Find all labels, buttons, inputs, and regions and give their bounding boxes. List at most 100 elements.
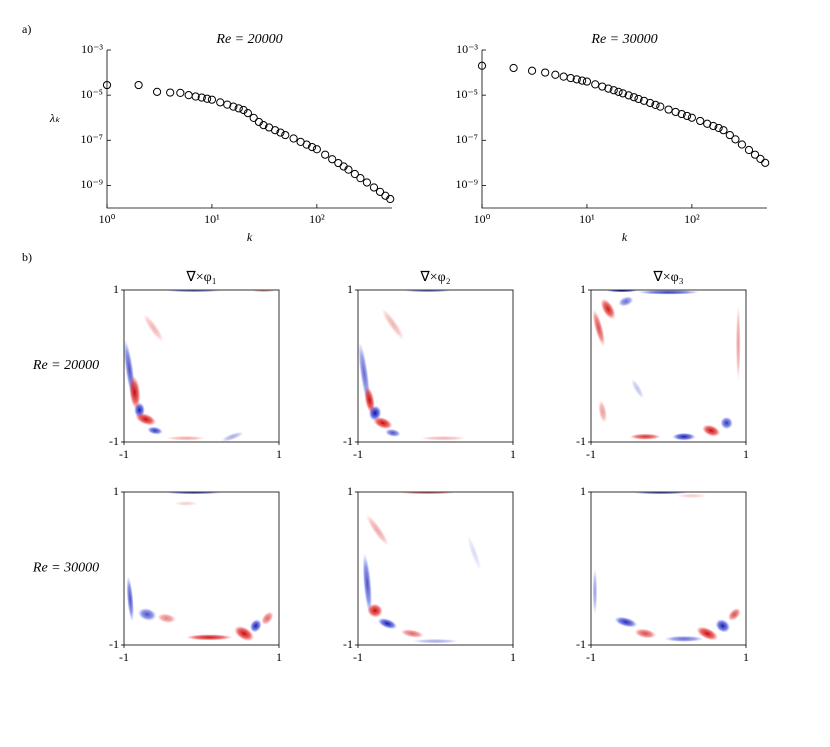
data-point [527,66,537,75]
y-tick-label: 1 [347,484,353,498]
field [124,290,276,442]
data-point [321,150,330,159]
data-point [614,87,623,96]
vortex-blob [138,608,157,621]
x-axis-label: k [247,230,253,244]
vortex-blob [261,611,274,625]
vortex-blob [368,405,382,421]
vortex-blob [166,290,221,293]
axis-line [106,50,392,209]
data-point [566,73,575,83]
data-point [656,102,665,111]
data-point [731,135,740,144]
vortex-blob [249,619,262,633]
vortex-blob [600,298,616,320]
vortex-blob [126,576,134,622]
data-point [249,113,258,123]
field [592,492,741,642]
data-point [271,126,280,135]
data-point [184,91,193,100]
data-point [166,88,175,97]
y-tick-label: 10⁻⁵ [80,87,103,101]
x-tick-label: 10¹ [579,212,595,226]
x-tick-label: 1 [510,650,516,664]
vortex-blob [367,603,383,618]
data-point [677,109,686,119]
data-point [334,158,343,168]
x-tick-label: 1 [510,447,516,461]
vortex-blob [135,412,157,426]
y-tick-label: 1 [347,282,353,296]
data-point [618,89,627,98]
data-point [207,95,217,104]
data-point [223,100,232,109]
y-tick-label: 10⁻⁷ [455,132,478,146]
field [592,290,741,441]
vortex-blob [631,378,644,399]
y-tick-label: 10⁻⁹ [80,177,103,191]
vortex-blob [702,424,721,437]
data-point [578,76,587,85]
data-point [761,158,770,167]
vortex-blob [221,431,244,442]
chart-title: Re = 30000 [590,32,657,47]
data-point [719,126,728,135]
y-tick-label: 10⁻⁹ [455,177,478,191]
field [362,492,482,644]
y-tick-label: -1 [109,637,119,651]
data-point [709,121,718,131]
y-tick-label: -1 [343,434,353,448]
vortex-blob [720,416,733,430]
data-point [375,187,385,196]
data-point [696,116,705,126]
data-point [604,84,613,93]
x-tick-label: 10⁰ [474,212,491,226]
data-point [744,145,754,155]
data-point [629,93,638,102]
vortex-blob [676,493,708,499]
vortex-blob [634,628,656,639]
chart-title: ∇×φ₂ [419,270,450,285]
vortex-blob [404,290,451,293]
data-point [229,102,238,111]
vortex-blob [696,626,719,641]
data-point [152,87,162,96]
data-point [582,77,592,86]
data-point [344,165,353,174]
x-tick-label: -1 [586,650,596,664]
data-point [687,113,696,122]
data-point [682,111,692,121]
data-point [362,178,372,187]
data-point [559,72,568,81]
vortex-blob [377,618,398,630]
vortex-blob [129,375,141,410]
plot-frame [357,289,514,443]
field [358,290,467,441]
vortex-blob [381,308,405,340]
chart-title: ∇×φ₁ [185,270,216,285]
y-tick-label: 10⁻⁷ [80,132,103,146]
data-point [634,94,643,104]
data-point [598,82,607,91]
vortex-blob [629,433,661,440]
data-point [350,169,359,179]
chart-title: ∇×φ₃ [652,270,683,285]
y-tick-label: -1 [576,637,586,651]
data-point [328,155,337,164]
vortex-blob [606,290,638,293]
plot-frame [123,289,280,443]
y-tick-label: 1 [580,484,586,498]
x-tick-label: -1 [119,650,129,664]
data-point [302,140,311,149]
vortex-blob [373,416,393,430]
vortex-blob [400,629,424,638]
vortex-blob [412,638,459,644]
x-tick-label: -1 [353,650,363,664]
data-point [651,100,660,109]
data-point [477,61,487,70]
data-point [289,134,298,143]
data-point [216,98,225,107]
vortex-blob [618,296,634,307]
vortex-blob [664,635,704,642]
vortex-blob [400,492,455,495]
